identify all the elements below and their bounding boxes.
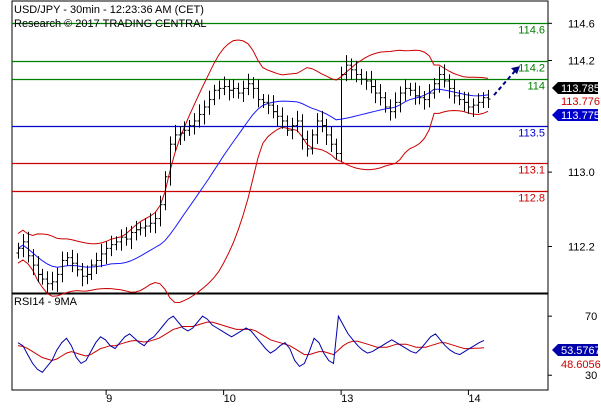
rsi-ma-line: [17, 321, 485, 362]
level-label-112.8: 112.8: [518, 193, 545, 205]
time-axis-label: 10: [224, 393, 236, 405]
axis-ticks: 114.6 114.2 113.0 112.2 9 10 13 14 70 30: [105, 18, 597, 405]
price-panel-frame: [11, 0, 549, 294]
rsi-ma-value-box: 48.6056: [552, 358, 601, 371]
price-axis-label: 114.2: [568, 56, 595, 68]
rsi-lines: [17, 314, 485, 373]
rsi-axis-label: 70: [585, 311, 597, 323]
forecast-arrow-line: [493, 69, 517, 96]
current-price-box-bg: [552, 82, 598, 94]
bollinger-value-box-text: 113.776: [561, 96, 600, 108]
forecast-arrow-head: [511, 66, 520, 75]
current-price-box: 113.785: [552, 82, 600, 95]
price-axis-label: 114.6: [568, 18, 595, 30]
rsi-line: [17, 314, 485, 373]
rsi-panel-frame: [11, 293, 549, 391]
chart-title: USD/JPY - 30min - 12:23:36 AM (CET): [14, 4, 204, 16]
bollinger-value-box-bg: [552, 95, 598, 107]
level-label-113.1: 113.1: [518, 165, 545, 177]
rsi-ma-value-box-bg: [552, 358, 598, 370]
rsi-value-box-text: 53.5767: [561, 345, 601, 357]
pivot-value-box-text: 113.775: [561, 110, 600, 122]
rsi-value-box-bg: [552, 344, 598, 356]
pivot-value-box: 113.775: [552, 109, 600, 122]
rsi-value-box: 53.5767: [552, 344, 601, 357]
bollinger-lower-line: [17, 109, 489, 304]
price-levels: 114.6 114.2 114 113.5 113.1 112.8: [12, 22, 548, 205]
pivot-value-box-bg: [552, 109, 598, 121]
chart-frames: [11, 0, 549, 391]
rsi-axis-label: 30: [585, 370, 597, 382]
price-axis-label: 113.0: [568, 167, 595, 179]
bollinger-upper-line: [17, 39, 489, 245]
level-label-114.6: 114.6: [518, 25, 545, 37]
price-axis-label: 112.2: [568, 242, 595, 254]
time-axis-label: 14: [468, 393, 480, 405]
rsi-ma-value-box-text: 48.6056: [561, 359, 601, 371]
rsi-panel-label: RSI14 - 9MA: [14, 296, 78, 308]
level-label-114: 114: [527, 81, 545, 93]
current-price-box-text: 113.785: [561, 83, 600, 95]
candles: [16, 55, 491, 293]
bollinger-value-box: 113.776: [552, 95, 600, 108]
level-label-114.2: 114.2: [518, 63, 545, 75]
time-axis-label: 13: [341, 393, 353, 405]
chart-subtitle: Research © 2017 TRADING CENTRAL: [14, 18, 207, 30]
level-label-113.5: 113.5: [518, 128, 545, 140]
time-axis-label: 9: [106, 393, 112, 405]
